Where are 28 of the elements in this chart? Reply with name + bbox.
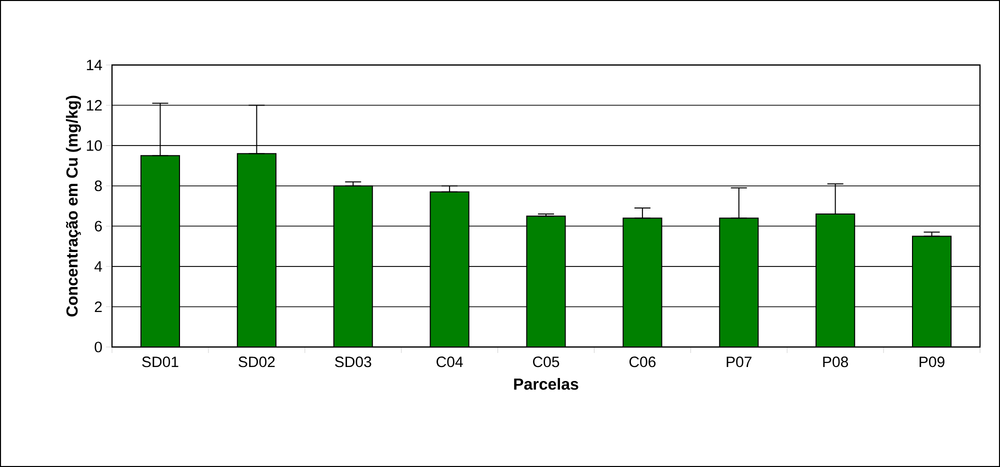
bar [816, 214, 856, 347]
bar [140, 155, 180, 347]
x-tick-label: SD01 [142, 356, 178, 368]
bar [430, 191, 470, 347]
x-tick-label: C05 [533, 356, 560, 368]
x-tick-label: P09 [920, 356, 944, 368]
x-tick-label: SD03 [335, 356, 372, 368]
x-tick-label: P08 [823, 356, 848, 368]
y-tick-label: 8 [94, 180, 102, 192]
bar [622, 218, 662, 347]
bar [526, 216, 566, 347]
x-tick-label: P07 [726, 356, 752, 368]
y-tick-label: 10 [86, 140, 102, 151]
bar [719, 218, 759, 347]
y-tick-label: 14 [86, 60, 102, 70]
x-tick-label: SD02 [238, 356, 275, 368]
y-tick-label: 0 [94, 342, 102, 352]
x-tick-label: C04 [436, 356, 463, 368]
y-axis-title: Concentração em Cu (mg/kg) [66, 96, 81, 316]
y-tick-label: 12 [86, 100, 102, 111]
bar [236, 153, 276, 347]
y-tick-label: 6 [94, 220, 102, 232]
y-tick-label: 4 [94, 261, 102, 272]
x-axis-title: Parcelas [514, 378, 578, 390]
bar [333, 185, 373, 347]
bar [912, 236, 952, 347]
y-tick-label: 2 [94, 301, 102, 312]
x-tick-label: C06 [629, 356, 656, 368]
